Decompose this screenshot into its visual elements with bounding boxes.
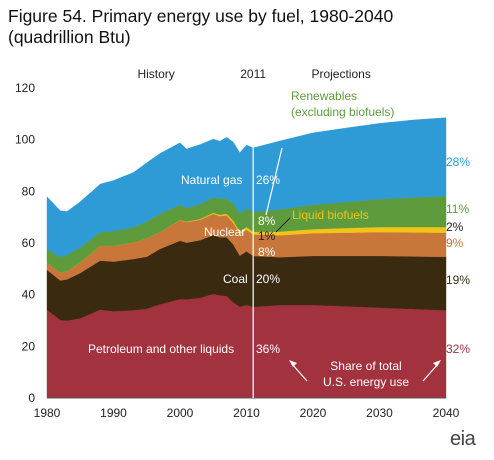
share-arrowhead-right: [433, 360, 441, 367]
y-tick-label: 20: [22, 339, 36, 353]
petroleum-share-2011: 36%: [256, 342, 280, 356]
share-note: Share of total U.S. energy use: [323, 359, 409, 389]
chart-title: Figure 54. Primary energy use by fuel, 1…: [8, 6, 394, 47]
biofuels-share-2011: 1%: [258, 229, 276, 243]
stacked-areas: [46, 117, 447, 399]
renewables-share-2040: 11%: [446, 202, 469, 216]
x-tick-label: 2020: [300, 406, 327, 420]
share-arrowhead-left: [289, 360, 297, 367]
liquid-biofuels-label: Liquid biofuels: [292, 208, 369, 222]
projections-label: Projections: [311, 67, 370, 81]
petroleum-label: Petroleum and other liquids: [88, 342, 234, 356]
axes: 1980 1990 2000 2010 2020 2030 2040020406080100…: [15, 67, 460, 420]
natural-gas-share-2040: 28%: [446, 155, 470, 169]
share-arrow-right: [422, 363, 439, 382]
renewables-label: Renewables (excluding biofuels): [291, 89, 394, 119]
share-arrow-left: [291, 363, 308, 382]
eia-logo: eia: [450, 428, 476, 450]
y-tick-label: 100: [15, 133, 35, 147]
y-tick-label: 40: [22, 288, 36, 302]
area-natural-gas: [46, 117, 447, 258]
petroleum-share-2040: 32%: [446, 342, 470, 356]
y-tick-label: 60: [22, 236, 36, 250]
y-tick-label: 120: [15, 81, 35, 95]
natural-gas-share-2011: 26%: [256, 173, 280, 187]
nuclear-label: Nuclear: [204, 225, 245, 239]
annotations: Renewables (excluding biofuels) Liquid bio…: [88, 89, 470, 389]
renewables-share-2011: 8%: [258, 214, 276, 228]
biofuels-share-2040: 2%: [446, 220, 464, 234]
coal-share-2040: 19%: [446, 273, 470, 287]
coal-share-2011: 20%: [256, 272, 280, 286]
x-tick-label: 1980: [34, 406, 61, 420]
nuclear-share-2040: 9%: [446, 236, 464, 250]
biofuels-pointer: [275, 217, 291, 233]
coal-label: Coal: [223, 272, 248, 286]
history-label: History: [137, 67, 174, 81]
x-tick-label: 2040: [433, 406, 460, 420]
x-tick-label: 2010: [233, 406, 260, 420]
x-tick-label: 1990: [100, 406, 127, 420]
divider-year-label: 2011: [240, 67, 266, 81]
renewables-pointer: [265, 147, 283, 216]
natural-gas-label: Natural gas: [181, 173, 242, 187]
y-tick-label: 80: [22, 184, 36, 198]
x-tick-label: 2030: [366, 406, 393, 420]
x-tick-label: 2000: [167, 406, 194, 420]
nuclear-share-2011: 8%: [258, 245, 276, 259]
y-tick-label: 0: [28, 391, 35, 405]
